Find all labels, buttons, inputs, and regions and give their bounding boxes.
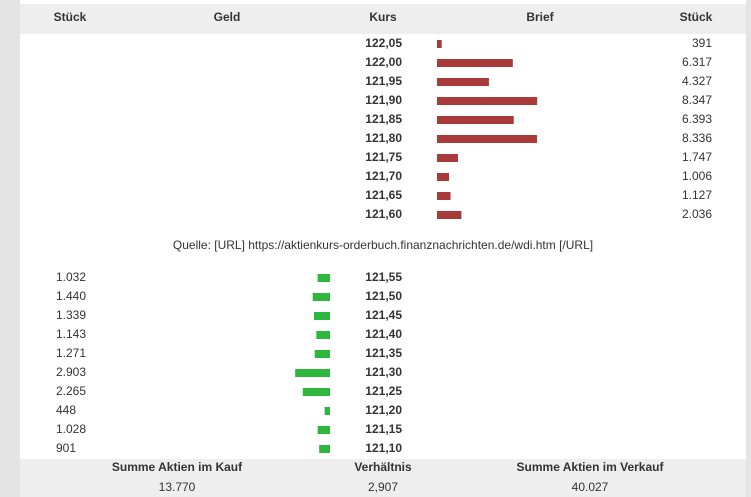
bid-qty: 1.271 [56,346,86,360]
header-band [20,4,746,34]
bid-price: 121,35 [365,346,402,360]
ask-bar [437,97,538,105]
ask-price: 121,65 [365,188,402,202]
ask-price: 121,70 [365,169,402,183]
ask-qty: 6.317 [682,55,712,69]
column-header: Geld [214,10,241,24]
ask-bar [437,78,489,86]
bid-qty: 1.440 [56,289,86,303]
bid-bar [317,426,330,434]
summary-band [20,459,746,497]
ask-qty: 1.127 [682,188,712,202]
bid-bar [302,388,330,396]
panel [20,0,746,497]
summary-value: 40.027 [572,480,609,494]
summary-label: Summe Aktien im Verkauf [517,460,665,474]
bid-price: 121,50 [365,289,402,303]
bid-price: 121,15 [365,422,402,436]
ask-qty: 6.393 [682,112,712,126]
ask-qty: 1.747 [682,150,712,164]
bid-bar [319,445,330,453]
ask-price: 122,00 [365,55,402,69]
ask-bar [437,154,458,162]
bid-bar [314,350,330,358]
ask-bar [437,40,442,48]
ask-bar [437,173,450,181]
bid-price: 121,25 [365,384,402,398]
bid-bar [316,331,330,339]
ask-bar [437,135,538,143]
ask-qty: 391 [692,36,712,50]
bid-qty: 2.265 [56,384,86,398]
ask-price: 121,85 [365,112,402,126]
bid-bar [295,369,330,377]
bid-qty: 901 [56,441,76,455]
bid-qty: 1.339 [56,308,86,322]
bid-bar [312,293,330,301]
ask-bar [437,192,451,200]
ask-qty: 4.327 [682,74,712,88]
ask-qty: 8.336 [682,131,712,145]
column-header: Stück [680,10,713,24]
bid-price: 121,55 [365,270,402,284]
summary-value: 13.770 [159,480,196,494]
bid-qty: 1.143 [56,327,86,341]
bid-qty: 1.032 [56,270,86,284]
bid-bar [313,312,330,320]
ask-price: 121,75 [365,150,402,164]
ask-qty: 1.006 [682,169,712,183]
bid-price: 121,10 [365,441,402,455]
summary-label: Verhältnis [354,460,412,474]
summary-label: Summe Aktien im Kauf [112,460,243,474]
bid-price: 121,20 [365,403,402,417]
ask-bar [437,116,514,124]
ask-price: 121,80 [365,131,402,145]
bid-price: 121,40 [365,327,402,341]
bid-price: 121,30 [365,365,402,379]
summary-value: 2,907 [368,480,398,494]
ask-price: 121,95 [365,74,402,88]
source: Quelle: [URL] https://aktienkurs-orderbu… [173,238,593,252]
bid-price: 121,45 [365,308,402,322]
column-header: Brief [526,10,554,24]
ask-qty: 8.347 [682,93,712,107]
bid-bar [317,274,330,282]
bid-bar [324,407,330,415]
ask-qty: 2.036 [682,207,712,221]
ask-bar [437,59,513,67]
ask-price: 121,90 [365,93,402,107]
column-header: Kurs [369,10,397,24]
ask-bar [437,211,462,219]
column-header: Stück [54,10,87,24]
ask-price: 122,05 [365,36,402,50]
bid-qty: 2.903 [56,365,86,379]
ask-price: 121,60 [365,207,402,221]
bid-qty: 448 [56,403,76,417]
bid-qty: 1.028 [56,422,86,436]
